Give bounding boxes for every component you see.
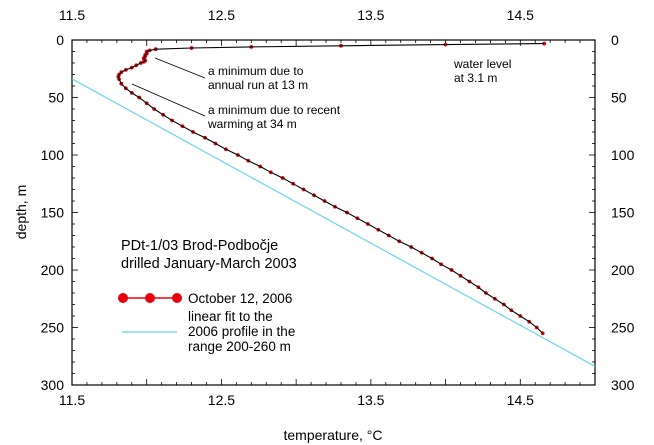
y-tick-label-right: 100 — [611, 147, 635, 163]
annotation-leader-34m — [131, 83, 206, 117]
x-tick-label-bottom: 11.5 — [59, 392, 85, 408]
x-tick-label-top: 12.5 — [208, 7, 235, 23]
y-tick-label-left: 150 — [41, 205, 65, 221]
annotation-34m-line-1: a minimum due to recent — [208, 103, 341, 117]
annotation-13m-line-2: annual run at 13 m — [208, 78, 308, 92]
annotation-34m-line-2: warming at 34 m — [207, 117, 297, 131]
y-axis-title: depth, m — [13, 185, 29, 239]
y-tick-label-left: 100 — [41, 147, 65, 163]
y-tick-label-left: 200 — [41, 262, 65, 278]
y-tick-label-right: 50 — [611, 90, 627, 106]
axis-ticks — [71, 39, 596, 386]
legend-series-1-marker — [172, 293, 182, 303]
annotation-13m: a minimum due to annual run at 13 m — [208, 64, 308, 92]
legend-series-1-marker — [118, 293, 128, 303]
series-linear-fit-line — [71, 78, 596, 367]
legend-series-2-label: linear fit to the 2006 profile in the ra… — [188, 309, 299, 354]
x-tick-label-bottom: 12.5 — [208, 392, 235, 408]
axis-tick-labels: 11.5 11.5 12.5 12.5 13.5 13.5 14.5 14.5 0 0 50 50 10… — [41, 7, 635, 408]
x-tick-label-top: 11.5 — [59, 7, 85, 23]
legend: October 12, 2006 linear fit to the 2006 … — [118, 291, 299, 354]
y-tick-label-left: 50 — [48, 90, 64, 106]
annotation-borehole-line-1: PDt-1/03 Brod-Podbočje — [121, 238, 278, 254]
annotation-13m-line-1: a minimum due to — [208, 64, 304, 78]
y-tick-label-left: 250 — [41, 320, 65, 336]
legend-series-2-label-line-3: range 200-260 m — [188, 339, 291, 354]
x-tick-label-top: 14.5 — [507, 7, 534, 23]
x-tick-label-bottom: 14.5 — [507, 392, 534, 408]
annotation-borehole: PDt-1/03 Brod-Podbočje drilled January-M… — [121, 238, 297, 272]
legend-series-2-label-line-2: 2006 profile in the — [188, 324, 295, 339]
legend-series-1-marker — [145, 293, 155, 303]
y-tick-label-left: 0 — [56, 32, 64, 48]
x-axis-title: temperature, °C — [284, 427, 383, 443]
legend-series-2-label-line-1: linear fit to the — [188, 309, 273, 324]
legend-series-1-label: October 12, 2006 — [188, 291, 292, 306]
y-tick-label-right: 200 — [611, 262, 635, 278]
annotation-borehole-line-2: drilled January-March 2003 — [121, 256, 297, 272]
y-tick-label-right: 0 — [611, 32, 619, 48]
annotation-34m: a minimum due to recent warming at 34 m — [207, 103, 343, 131]
x-tick-label-top: 13.5 — [357, 7, 384, 23]
series-profile-line — [117, 43, 545, 334]
annotation-water-level-line-1: water level — [453, 57, 511, 71]
y-tick-label-left: 300 — [41, 377, 65, 393]
x-tick-label-bottom: 13.5 — [357, 392, 384, 408]
annotation-leader-13m — [154, 57, 206, 79]
annotation-water-level: water level at 3.1 m — [453, 57, 515, 85]
annotation-water-level-line-2: at 3.1 m — [454, 71, 497, 85]
y-tick-label-right: 300 — [611, 377, 635, 393]
y-tick-label-right: 150 — [611, 205, 635, 221]
series-layer — [71, 41, 596, 367]
y-tick-label-right: 250 — [611, 320, 635, 336]
